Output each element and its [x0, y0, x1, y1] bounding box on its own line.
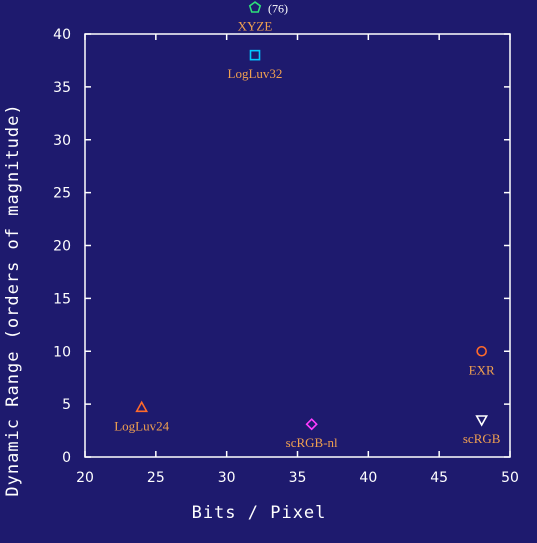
y-tick-label: 20: [53, 239, 71, 255]
data-point-scrgb: scRGB: [463, 415, 501, 446]
x-axis: 20 25 30 35 40 45 50: [76, 34, 519, 486]
y-tick-label: 15: [53, 291, 71, 307]
x-tick-label: 30: [218, 470, 236, 486]
y-tick-label: 10: [53, 344, 71, 360]
data-point-scrgb-nl: scRGB-nl: [286, 418, 338, 450]
point-label: EXR: [469, 362, 495, 377]
point-label: scRGB: [463, 431, 501, 446]
y-tick-label: 40: [53, 27, 71, 43]
triangle-up-marker: [135, 400, 149, 413]
data-point-exr: EXR: [469, 345, 495, 377]
triangle-down-marker: [475, 415, 489, 427]
x-tick-label: 50: [501, 470, 519, 486]
point-label: XYZE: [238, 19, 273, 34]
y-tick-label: 35: [53, 80, 71, 96]
data-point-logluv32: LogLuv32: [228, 49, 283, 81]
point-annotation: (76): [268, 2, 288, 16]
data-point-xyze: XYZE (76): [238, 1, 288, 34]
square-marker: [249, 49, 261, 61]
diamond-marker: [305, 418, 318, 431]
x-tick-label: 20: [76, 470, 94, 486]
plot-frame: [84, 33, 511, 458]
y-tick-label: 5: [62, 397, 71, 413]
y-tick-label: 0: [62, 450, 71, 466]
point-label: scRGB-nl: [286, 435, 338, 450]
data-points: XYZE (76) LogLuv32 EXR LogLuv24 scRGB-nl scRGB: [114, 1, 501, 450]
circle-marker: [476, 345, 487, 357]
x-tick-label: 35: [289, 470, 307, 486]
point-label: LogLuv32: [228, 66, 283, 81]
x-axis-title: Bits / Pixel: [192, 503, 327, 523]
y-tick-label: 25: [53, 186, 71, 202]
point-label: LogLuv24: [114, 418, 169, 433]
pentagon-marker: [248, 1, 262, 13]
data-point-logluv24: LogLuv24: [114, 400, 170, 433]
x-tick-label: 45: [430, 470, 448, 486]
x-tick-label: 40: [359, 470, 377, 486]
y-tick-label: 30: [53, 133, 71, 149]
y-axis-title: Dynamic Range (orders of magnitude): [3, 103, 23, 496]
x-tick-label: 25: [147, 470, 165, 486]
y-axis: 0 5 10 15 20 25 30 35 40: [53, 27, 510, 466]
